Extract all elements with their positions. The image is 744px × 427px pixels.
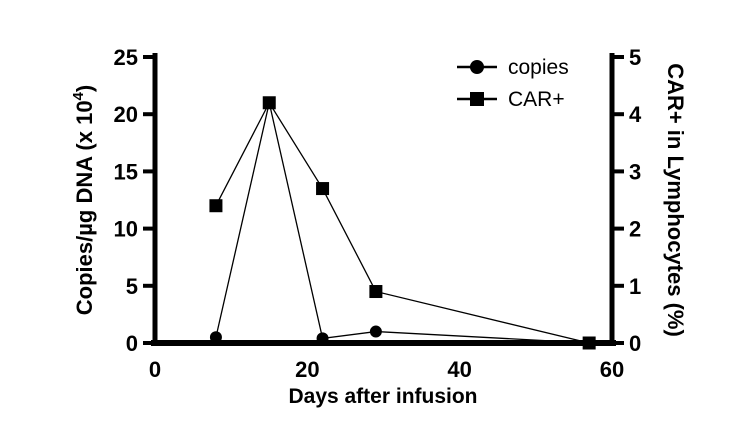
data-point-copies: [369, 325, 382, 338]
legend-label-car-: CAR+: [508, 88, 565, 111]
y-left-axis-title-base: Copies/µg DNA (x 10: [72, 100, 97, 315]
data-point-copies: [209, 331, 222, 344]
data-point-car: [262, 96, 276, 110]
y-right-tick-label: 3: [629, 159, 641, 184]
data-point-car: [369, 285, 383, 299]
y-left-tick-label: 10: [114, 217, 138, 242]
data-point-car: [582, 336, 596, 350]
series-line-copies: [215, 102, 590, 344]
y-right-tick-label: 2: [629, 217, 641, 242]
x-axis-title: Days after infusion: [288, 385, 477, 408]
y-right-axis-title: CAR+ in Lymphocytes (%): [663, 63, 688, 337]
legend-label-copies: copies: [508, 56, 569, 79]
y-right-tick-label: 4: [629, 102, 642, 127]
y-left-tick-label: 20: [114, 102, 138, 127]
data-point-car: [209, 199, 223, 213]
y-left-tick-label: 25: [114, 45, 138, 70]
legend-circle-marker-icon: [470, 60, 484, 74]
y-left-tick-label: 0: [126, 331, 138, 356]
y-left-axis-title-close: ): [72, 85, 97, 92]
legend-square-marker-icon: [470, 92, 484, 106]
y-left-axis-title-superscript: 4: [70, 91, 87, 100]
y-right-tick-label: 1: [629, 274, 641, 299]
data-point-copies: [316, 332, 329, 345]
y-left-tick-label: 5: [126, 274, 138, 299]
y-left-axis-title: Copies/µg DNA (x 104): [70, 85, 97, 315]
x-tick-label: 40: [447, 357, 471, 382]
y-left-tick-label: 15: [114, 159, 138, 184]
y-right-tick-label: 5: [629, 45, 641, 70]
x-tick-label: 60: [600, 357, 624, 382]
x-tick-label: 20: [295, 357, 319, 382]
y-right-tick-label: 0: [629, 331, 641, 356]
data-point-car: [316, 182, 330, 196]
series-line-car-: [215, 101, 590, 344]
plot-layer: 0 5 10 15 20 25 0 1 2 3 4 5 0 20 40 60 copies CAR+: [114, 45, 642, 382]
x-tick-label: 0: [149, 357, 161, 382]
